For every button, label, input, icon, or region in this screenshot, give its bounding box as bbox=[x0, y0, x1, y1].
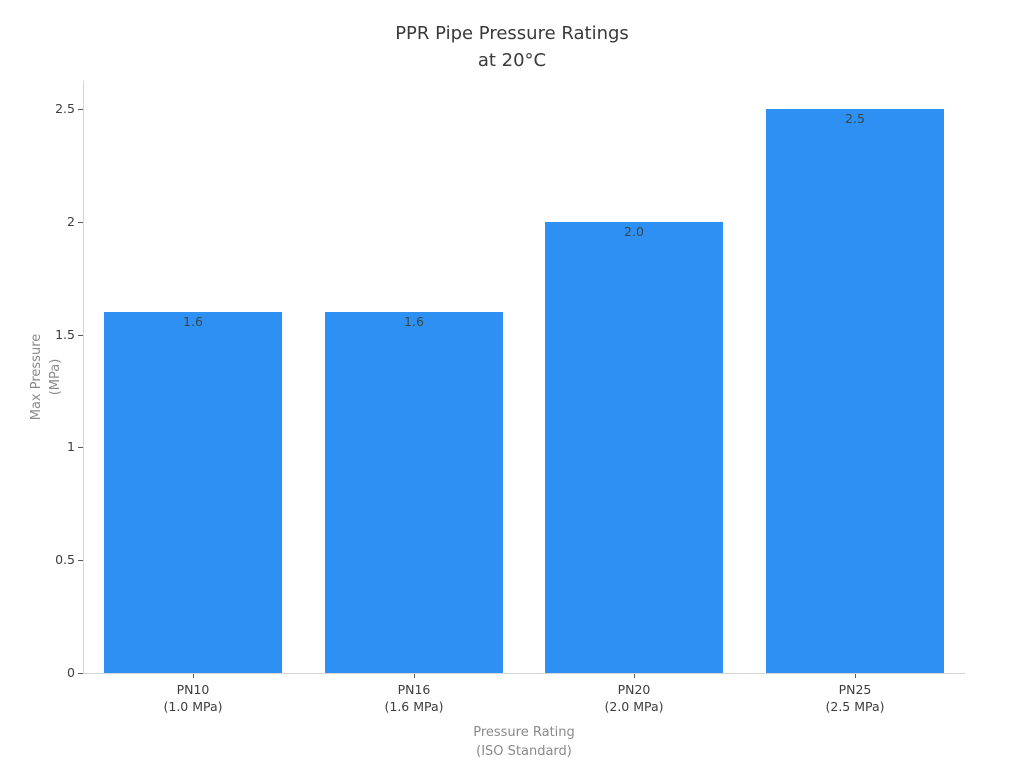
x-tick-mark bbox=[855, 674, 856, 678]
x-tick-mark bbox=[634, 674, 635, 678]
x-tick-mark bbox=[193, 674, 194, 678]
y-tick-label: 0 bbox=[67, 665, 75, 680]
bar: 1.6 bbox=[325, 312, 503, 673]
y-tick-label: 1 bbox=[67, 439, 75, 454]
y-tick-mark bbox=[78, 335, 83, 336]
bar: 2.0 bbox=[545, 222, 723, 673]
chart-title: PPR Pipe Pressure Ratings at 20°C bbox=[395, 23, 629, 71]
x-tick-label: PN20 (2.0 MPa) bbox=[604, 682, 664, 714]
y-tick-mark bbox=[78, 673, 83, 674]
y-axis-title: Max Pressure (MPa) bbox=[29, 333, 63, 421]
bar-value-label: 1.6 bbox=[404, 314, 424, 329]
y-tick-label: 2 bbox=[67, 214, 75, 229]
y-tick-label: 1.5 bbox=[55, 327, 75, 342]
bar-value-label: 1.6 bbox=[183, 314, 203, 329]
x-tick-label: PN10 (1.0 MPa) bbox=[163, 682, 223, 714]
y-tick-mark bbox=[78, 560, 83, 561]
bar: 1.6 bbox=[104, 312, 282, 673]
x-axis-line bbox=[83, 673, 965, 674]
y-tick-mark bbox=[78, 447, 83, 448]
x-axis-title: Pressure Rating (ISO Standard) bbox=[473, 725, 575, 759]
x-tick-mark bbox=[414, 674, 415, 678]
x-tick-label: PN16 (1.6 MPa) bbox=[384, 682, 444, 714]
bar-value-label: 2.0 bbox=[624, 224, 644, 239]
y-tick-mark bbox=[78, 222, 83, 223]
y-tick-mark bbox=[78, 109, 83, 110]
y-tick-label: 0.5 bbox=[55, 552, 75, 567]
x-tick-label: PN25 (2.5 MPa) bbox=[825, 682, 885, 714]
bar-value-label: 2.5 bbox=[845, 111, 865, 126]
y-axis-line bbox=[83, 81, 84, 673]
y-tick-label: 2.5 bbox=[55, 101, 75, 116]
bar: 2.5 bbox=[766, 109, 944, 673]
